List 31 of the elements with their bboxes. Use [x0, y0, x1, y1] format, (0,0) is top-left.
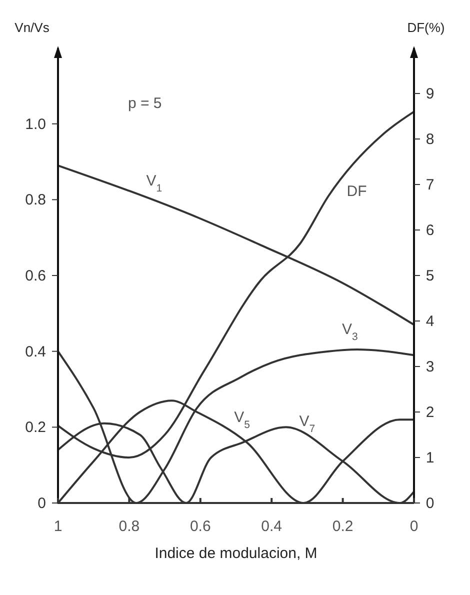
- y2-tick-label: 8: [426, 131, 434, 148]
- y-tick-label: 0.2: [25, 419, 46, 436]
- x-axis-title: Indice de modulacion, M: [154, 545, 318, 562]
- x-tick-label: 0.2: [332, 518, 354, 535]
- series-label: V$_{3}$: [342, 320, 358, 343]
- y2-axis-title: DF(%): [407, 20, 445, 35]
- y-tick-label: 0.6: [25, 268, 46, 284]
- y2-tick-label: 6: [426, 222, 434, 239]
- y2-tick-label: 7: [426, 176, 434, 194]
- y-tick-label: 0: [38, 495, 46, 512]
- x-tick-label: 0: [410, 518, 418, 535]
- series-label: DF: [346, 182, 367, 200]
- x-tick-label: 0.4: [261, 518, 282, 535]
- y2-tick-label: 0: [426, 495, 434, 512]
- y2-tick-label: 4: [426, 313, 434, 330]
- y-tick-label: 0.8: [25, 192, 46, 209]
- series-label: V$_{7}$: [299, 412, 316, 435]
- y-axis-title: Vn/Vs: [14, 20, 50, 35]
- x-tick-label: 1: [54, 518, 62, 535]
- y2-tick-label: 3: [426, 358, 434, 376]
- y2-tick-label: 1: [426, 450, 434, 466]
- x-tick-label: 0.6: [190, 518, 211, 535]
- x-tick-label: 0.8: [118, 518, 140, 535]
- y-tick-label: 0.4: [25, 343, 46, 360]
- y-tick-label: 1.0: [25, 116, 46, 133]
- y2-tick-label: 5: [426, 268, 434, 284]
- y2-tick-label: 9: [426, 86, 434, 102]
- annotation: p = 5: [128, 95, 162, 112]
- y2-tick-label: 2: [426, 404, 434, 421]
- series-label: V$_{1}$: [146, 172, 162, 194]
- series-label: V$_{5}$: [234, 408, 250, 431]
